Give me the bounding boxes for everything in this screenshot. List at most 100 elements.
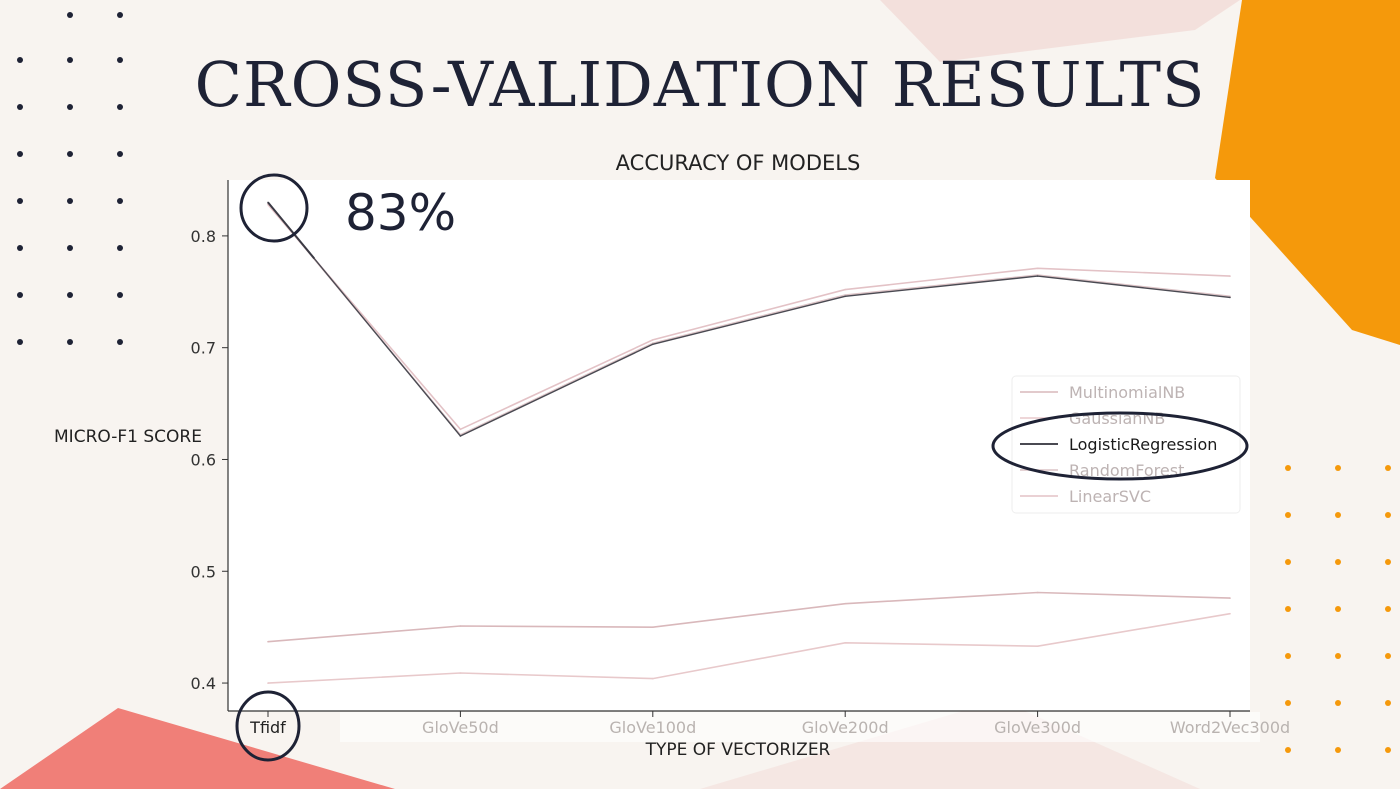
x-tick-label-glove100d: GloVe100d: [609, 718, 696, 737]
navy-dot: [17, 198, 23, 204]
data-point-logisticregression-word2vec300d: [1229, 296, 1231, 299]
navy-dot: [17, 151, 23, 157]
x-tick-label-glove200d: GloVe200d: [802, 718, 889, 737]
data-point-gaussiannb-word2vec300d: [1229, 612, 1231, 615]
data-point-gaussiannb-glove200d: [844, 642, 846, 644]
orange-dot: [1385, 606, 1391, 612]
data-point-logisticregression-glove300d: [1036, 275, 1039, 277]
orange-dot: [1335, 559, 1341, 565]
orange-dot: [1385, 747, 1391, 753]
peak-highlight-circle: [239, 173, 309, 243]
y-axis-label: MICRO-F1 SCORE: [54, 427, 202, 447]
orange-dot: [1385, 653, 1391, 659]
data-point-linearsvc-glove100d: [652, 339, 654, 341]
data-point-linearsvc-word2vec300d: [1229, 275, 1231, 277]
data-point-logisticregression-glove50d: [459, 435, 462, 437]
navy-dot: [17, 339, 23, 345]
data-point-gaussiannb-glove100d: [652, 677, 654, 680]
orange-dot: [1285, 559, 1291, 565]
navy-dot: [117, 104, 123, 110]
data-point-gaussiannb-glove50d: [459, 672, 462, 674]
x-tick-label-tfidf: Tfidf: [249, 718, 286, 737]
navy-dot: [17, 57, 23, 63]
pink-shape-bottom: [700, 700, 1200, 789]
orange-dot: [1335, 700, 1341, 706]
legend-highlight-ellipse: [991, 411, 1249, 481]
navy-dot: [117, 292, 123, 298]
data-point-multinomialnb-glove100d: [652, 626, 654, 628]
data-point-randomforest-glove300d: [1036, 274, 1039, 276]
navy-dot: [117, 12, 123, 18]
series-line-gaussiannb: [267, 612, 1231, 684]
data-point-multinomialnb-glove200d: [844, 602, 846, 605]
orange-shape: [1215, 0, 1400, 345]
data-point-multinomialnb-tfidf: [267, 640, 269, 643]
x-tick-label-glove300d: GloVe300d: [994, 718, 1081, 737]
orange-dot-grid: [1285, 465, 1391, 753]
series-line-multinomialnb: [267, 591, 1231, 643]
tfidf-highlight-circle: [235, 690, 301, 762]
legend-label-randomforest: RandomForest: [1069, 461, 1184, 480]
data-point-multinomialnb-glove50d: [459, 625, 462, 627]
navy-dot: [67, 12, 73, 18]
data-point-linearsvc-glove50d: [459, 428, 462, 431]
data-point-randomforest-glove200d: [844, 294, 846, 296]
navy-dot: [17, 292, 23, 298]
highlight-segment: [267, 201, 315, 260]
navy-dot: [67, 339, 73, 345]
orange-dot: [1285, 512, 1291, 518]
orange-dot: [1335, 512, 1341, 518]
navy-dot: [117, 151, 123, 157]
navy-dot: [67, 57, 73, 63]
orange-dot: [1385, 465, 1391, 471]
x-tick-label-word2vec300d: Word2Vec300d: [1170, 718, 1290, 737]
data-point-logisticregression-glove200d: [844, 295, 846, 298]
legend[interactable]: MultinomialNBGaussianNBLogisticRegressio…: [1011, 375, 1241, 514]
orange-dot: [1335, 653, 1341, 659]
navy-dot: [67, 151, 73, 157]
legend-label-logisticregression: LogisticRegression: [1069, 435, 1217, 454]
navy-dot: [17, 104, 23, 110]
orange-dot: [1285, 747, 1291, 753]
y-tick-label: 0.7: [191, 339, 216, 358]
y-tick-label: 0.5: [191, 562, 216, 581]
navy-dot: [17, 245, 23, 251]
navy-dot: [67, 292, 73, 298]
legend-label-linearsvc: LinearSVC: [1069, 487, 1151, 506]
y-tick-label: 0.4: [191, 674, 216, 693]
x-tick-band: [340, 712, 1260, 742]
orange-dot: [1285, 653, 1291, 659]
data-point-linearsvc-glove300d: [1036, 267, 1039, 270]
coral-shape: [0, 708, 395, 789]
slide-title: CROSS-VALIDATION RESULTS: [194, 48, 1206, 121]
legend-label-multinomialnb: MultinomialNB: [1069, 383, 1185, 402]
series-line-logisticregression: [267, 201, 1231, 437]
data-point-multinomialnb-word2vec300d: [1229, 597, 1231, 599]
accuracy-callout: 83%: [345, 184, 456, 242]
chart-title: ACCURACY OF MODELS: [616, 151, 861, 175]
data-point-multinomialnb-glove300d: [1036, 591, 1039, 594]
data-point-linearsvc-glove200d: [844, 288, 846, 291]
navy-dot: [117, 198, 123, 204]
navy-dot-grid: [17, 12, 123, 345]
orange-dot: [1385, 512, 1391, 518]
navy-dot: [117, 339, 123, 345]
x-tick-label-glove50d: GloVe50d: [422, 718, 499, 737]
legend-box: [1011, 375, 1241, 514]
orange-dot: [1385, 559, 1391, 565]
pink-shape-top: [880, 0, 1240, 62]
orange-dot: [1335, 465, 1341, 471]
navy-dot: [67, 198, 73, 204]
orange-dot: [1385, 700, 1391, 706]
data-point-gaussiannb-glove300d: [1036, 645, 1039, 647]
orange-dot: [1335, 747, 1341, 753]
series-layer: [267, 201, 1231, 684]
orange-dot: [1285, 700, 1291, 706]
y-ticks: 0.4 0.5 0.6 0.7 0.8: [191, 227, 228, 693]
y-tick-label: 0.6: [191, 450, 216, 469]
series-line-linearsvc: [267, 204, 1231, 431]
navy-dot: [67, 245, 73, 251]
